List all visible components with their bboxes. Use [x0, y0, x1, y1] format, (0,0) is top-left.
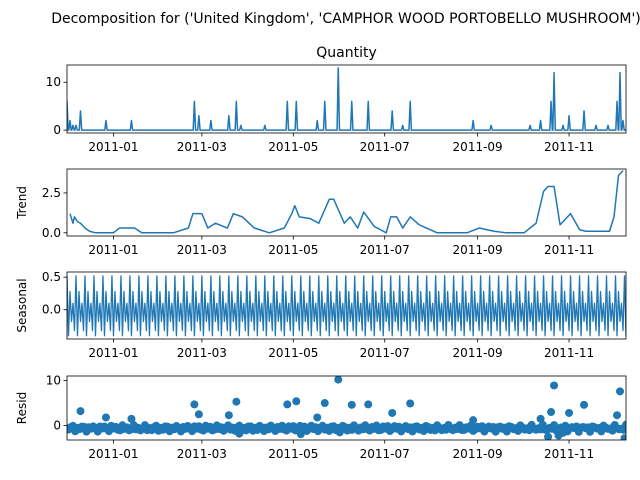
- y-tick-label-1: 0.5: [42, 270, 61, 284]
- axes-frame: [66, 271, 627, 340]
- x-tick-label-5: 2011-11: [544, 140, 594, 154]
- resid-outlier-16: [469, 416, 478, 425]
- resid-outlier-11: [334, 376, 343, 384]
- subplot-panels: 0 10 2011-01 2011-03 2011-05 2011-07 2011-09 20…: [15, 45, 627, 461]
- x-tick-label-4: 2011-09: [453, 140, 503, 154]
- resid-outlier-10: [320, 399, 329, 408]
- x-tick-label-4: 2011-09: [453, 243, 503, 257]
- x-tick-label-3: 2011-07: [360, 140, 410, 154]
- trend-series-line: [69, 170, 624, 234]
- resid-outlier-13: [364, 400, 373, 409]
- y-axis-label: Resid: [15, 392, 29, 424]
- y-tick-label-0: 0.0: [42, 303, 61, 317]
- resid-outlier-12: [347, 400, 356, 409]
- x-tick-label-2: 2011-05: [268, 140, 318, 154]
- resid-outlier-9: [313, 413, 322, 422]
- resid-outlier-26: [544, 432, 553, 440]
- x-tick-label-2: 2011-05: [268, 346, 318, 360]
- subplot-2: 0.0 2.5 2011-01 2011-03 2011-05 2011-07 2011-0…: [15, 168, 627, 257]
- x-tick-label-3: 2011-07: [360, 447, 410, 461]
- y-tick-label-0: 0: [53, 419, 61, 433]
- resid-outlier-21: [580, 400, 589, 409]
- resid-outlier-17: [536, 414, 545, 423]
- x-tick-label-3: 2011-07: [360, 346, 410, 360]
- plot-area: [67, 376, 626, 440]
- subplot-1: 0 10 2011-01 2011-03 2011-05 2011-07 2011-09 20…: [46, 45, 627, 154]
- resid-outlier-15: [406, 399, 415, 408]
- resid-outlier-25: [296, 430, 305, 439]
- subplot-3: 0.0 0.5 2011-01 2011-03 2011-05 2011-07 2011-0…: [15, 270, 627, 360]
- resid-outlier-2: [127, 414, 136, 423]
- resid-outlier-8: [292, 397, 301, 406]
- subplot-4: 0 10 2011-01 2011-03 2011-05 2011-07 2011-09 20…: [15, 374, 627, 461]
- resid-outlier-30: [559, 428, 568, 437]
- x-tick-label-4: 2011-09: [453, 346, 503, 360]
- resid-outlier-5: [224, 411, 233, 420]
- resid-point-248: [622, 420, 626, 429]
- figure-suptitle: Decomposition for ('United Kingdom', 'CA…: [51, 11, 640, 27]
- resid-outlier-4: [194, 410, 203, 419]
- axes-frame: [66, 375, 627, 441]
- x-tick-label-2: 2011-05: [268, 447, 318, 461]
- x-tick-label-0: 2011-01: [88, 447, 138, 461]
- y-tick-label-0: 0.0: [42, 226, 61, 240]
- x-tick-label-2: 2011-05: [268, 243, 318, 257]
- y-tick-label-1: 10: [46, 374, 61, 388]
- resid-outlier-7: [283, 400, 292, 409]
- resid-outlier-1: [101, 413, 110, 422]
- plot-area: [69, 170, 624, 234]
- resid-outlier-18: [547, 408, 556, 417]
- x-tick-label-0: 2011-01: [88, 346, 138, 360]
- x-tick-label-1: 2011-03: [177, 346, 227, 360]
- quantity-series-line: [67, 67, 626, 131]
- subplot-title: Quantity: [316, 45, 377, 61]
- x-tick-label-5: 2011-11: [544, 346, 594, 360]
- y-tick-label-1: 10: [46, 75, 61, 89]
- resid-outlier-29: [335, 428, 344, 437]
- x-tick-label-4: 2011-09: [453, 447, 503, 461]
- x-tick-label-1: 2011-03: [177, 140, 227, 154]
- resid-outlier-0: [76, 407, 85, 416]
- x-tick-label-1: 2011-03: [177, 243, 227, 257]
- plot-area: [67, 67, 626, 131]
- resid-outlier-23: [613, 411, 622, 420]
- seasonal-series-line: [67, 275, 626, 337]
- resid-outlier-24: [235, 429, 244, 438]
- x-tick-label-0: 2011-01: [88, 243, 138, 257]
- resid-outlier-20: [565, 408, 574, 417]
- axes-frame: [66, 64, 627, 134]
- resid-outlier-22: [616, 387, 625, 396]
- resid-outlier-28: [620, 434, 626, 440]
- x-tick-label-3: 2011-07: [360, 243, 410, 257]
- y-axis-label: Trend: [15, 186, 29, 220]
- y-tick-label-1: 2.5: [42, 186, 61, 200]
- axes-frame: [66, 168, 627, 237]
- resid-outlier-6: [232, 397, 241, 406]
- x-tick-label-5: 2011-11: [544, 243, 594, 257]
- x-tick-label-5: 2011-11: [544, 447, 594, 461]
- y-tick-label-0: 0: [53, 123, 61, 137]
- x-tick-label-0: 2011-01: [88, 140, 138, 154]
- x-tick-label-1: 2011-03: [177, 447, 227, 461]
- resid-outlier-14: [388, 408, 397, 417]
- y-axis-label: Seasonal: [15, 278, 29, 332]
- resid-outlier-3: [190, 400, 199, 409]
- plot-area: [67, 275, 626, 337]
- resid-outlier-19: [550, 381, 559, 390]
